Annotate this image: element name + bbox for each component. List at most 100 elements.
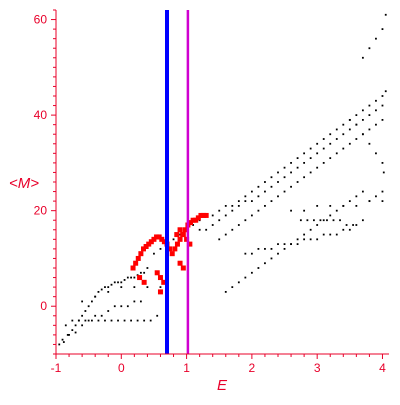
black-data-point [375,109,377,112]
black-data-point [66,333,69,336]
black-data-point [381,104,384,107]
black-data-point [335,152,338,155]
x-tick-label: 0 [118,361,125,375]
black-data-point [113,305,116,308]
black-data-point [296,166,299,169]
red-data-point [180,232,186,238]
red-data-point [182,227,188,233]
black-data-point [149,319,152,322]
x-tick-label: -1 [51,361,62,375]
black-data-point [257,185,260,188]
black-data-point [313,219,315,222]
black-data-point [355,195,358,198]
black-data-point [224,204,227,207]
red-data-point [137,275,143,281]
black-data-point [306,219,309,222]
black-data-point [342,228,345,231]
black-data-point [77,319,80,322]
black-data-point [257,209,260,212]
black-data-point [299,219,302,222]
black-data-point [335,138,338,140]
black-data-point [309,228,312,231]
black-data-point [61,338,64,341]
x-axis-title: E [217,377,228,394]
black-data-point [316,142,319,145]
black-data-point [87,305,90,308]
black-data-point [224,290,227,293]
black-data-point [381,118,384,121]
black-data-point [303,152,306,155]
black-data-point [264,190,266,193]
black-data-point [316,152,319,155]
black-data-point [322,233,325,236]
black-data-point [296,181,299,183]
black-data-point [231,228,234,231]
black-data-point [316,238,319,241]
black-data-point [97,319,100,322]
red-data-point [154,270,160,276]
black-data-point [107,310,110,312]
red-data-point [157,289,163,295]
black-data-point [329,204,332,207]
black-data-point [329,233,332,236]
black-data-point [375,37,377,40]
black-data-point [348,118,351,121]
black-data-point [231,209,234,212]
black-data-point [211,214,214,217]
black-data-point [172,238,175,241]
red-data-point [177,227,183,233]
black-data-point [107,290,110,293]
black-data-point [218,219,221,222]
black-data-point [361,56,364,59]
black-data-point [257,247,260,250]
red-data-point [148,239,154,245]
black-data-point [81,324,84,327]
red-data-point [151,236,157,242]
black-data-point [74,331,77,334]
red-data-point [161,279,167,285]
black-data-point [130,319,132,322]
red-data-point [203,212,209,218]
black-data-point [290,171,292,174]
black-data-point [316,224,319,226]
red-data-point [177,260,183,266]
black-data-point [348,128,351,131]
red-data-point [201,212,207,218]
red-data-point [172,246,178,252]
black-data-point [368,128,371,131]
red-data-point [154,234,160,240]
black-data-point [264,181,266,183]
black-data-point [81,300,84,303]
black-data-point [250,200,253,203]
black-data-point [381,190,384,193]
black-data-point [342,123,345,126]
y-tick-label: 60 [34,13,48,27]
black-data-point [126,276,129,279]
black-data-point [296,238,299,241]
x-tick-label: 1 [183,361,190,375]
black-data-point [277,243,279,246]
black-data-point [283,190,286,193]
y-tick-label: 0 [40,299,47,313]
black-data-point [153,252,155,255]
red-data-point [156,234,162,240]
black-data-point [218,209,221,212]
black-data-point [244,195,247,198]
black-data-point [335,233,338,236]
black-data-point [244,200,247,203]
black-data-point [136,319,139,322]
black-data-point [355,114,358,117]
black-data-point [309,171,312,174]
black-data-point [250,214,253,217]
black-data-point [348,200,351,203]
black-data-point [123,319,126,322]
x-tick-label: 4 [379,361,386,375]
black-data-point [375,152,377,155]
black-data-point [270,247,273,250]
black-data-point [107,286,110,289]
red-data-point [187,241,193,247]
black-data-point [91,319,93,322]
black-data-point [303,238,306,241]
black-data-point [361,219,364,222]
